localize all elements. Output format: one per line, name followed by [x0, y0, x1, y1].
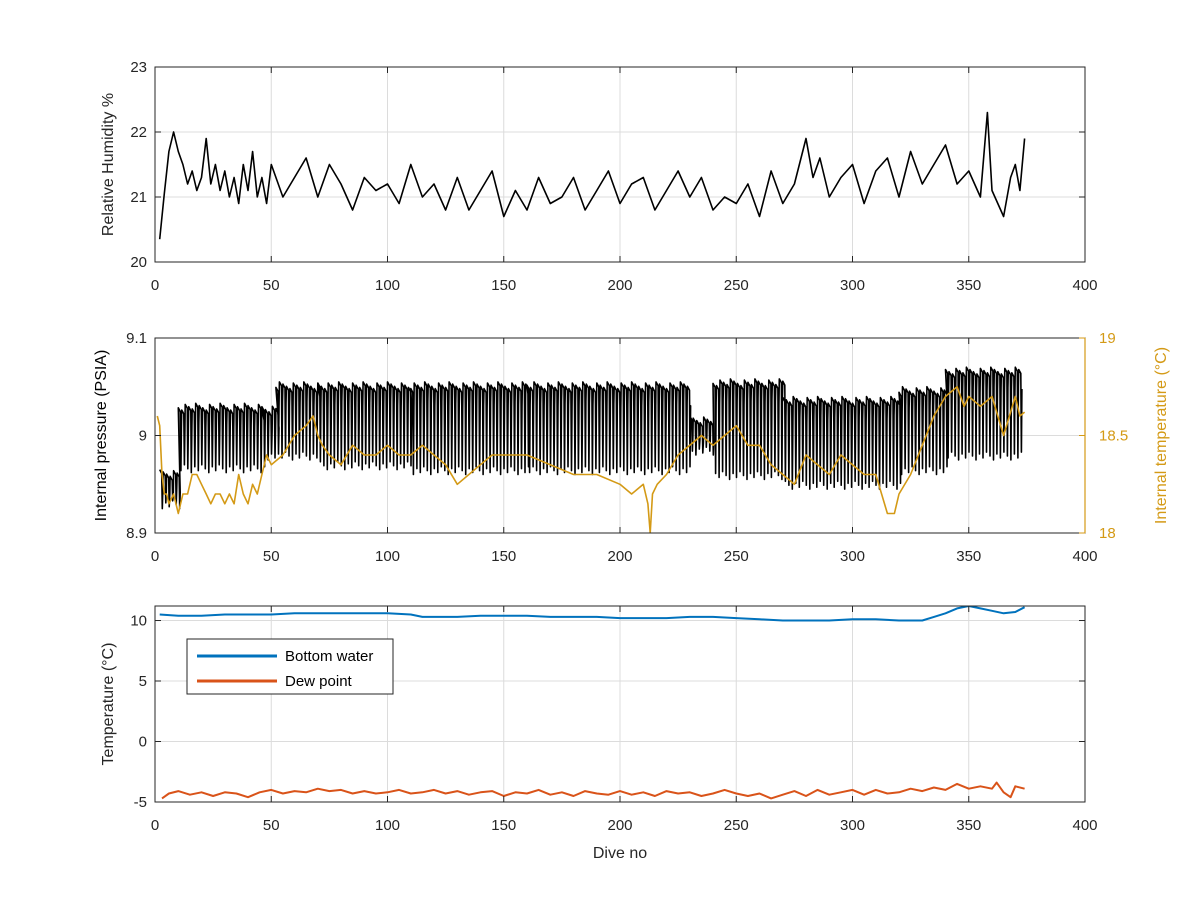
- x-tick-label: 50: [263, 277, 280, 294]
- y-right-tick-label: 18: [1099, 525, 1116, 542]
- x-tick-label: 300: [840, 548, 865, 565]
- y-tick-label: 23: [130, 59, 147, 76]
- y-tick-label: 10: [130, 613, 147, 630]
- y-right-tick-label: 18.5: [1099, 428, 1128, 445]
- chart-panel-3: 0 50 100 150 200 250 300 350 400-50510Temperatur…: [100, 605, 1098, 862]
- x-tick-label: 250: [724, 548, 749, 565]
- y-tick-label: 5: [139, 673, 147, 690]
- y-tick-label: 0: [139, 734, 147, 751]
- y-tick-label: 9.1: [126, 330, 147, 347]
- x-tick-label: 100: [375, 548, 400, 565]
- series-line-series-1: [158, 111, 1026, 240]
- x-tick-label: 0: [151, 548, 159, 565]
- x-tick-label: 250: [724, 817, 749, 834]
- chart-panel-2: 0 50 100 150 200 250 300 350 400 8.9 9 9.1 18 18.5 19 I…: [93, 330, 1170, 565]
- y-axis-label: Temperature (°C): [100, 643, 117, 766]
- series-line-series-1: [158, 366, 1023, 510]
- series-line-dew-point: [161, 781, 1025, 800]
- y-tick-label: 9: [139, 428, 147, 445]
- legend-label-dew-point: Dew point: [285, 673, 353, 690]
- y-tick-label: 8.9: [126, 525, 147, 542]
- series-line-series-2: [156, 386, 1026, 533]
- x-tick-label: 400: [1072, 548, 1097, 565]
- x-tick-label: 400: [1072, 277, 1097, 294]
- x-tick-label: 300: [840, 277, 865, 294]
- y-tick-label: 20: [130, 254, 147, 271]
- x-tick-label: 0: [151, 277, 159, 294]
- x-axis-label: Dive no: [593, 845, 647, 862]
- chart-panel-1: 0 50 100 150 200 250 300 350 400 20 21 22 23 Relative…: [100, 59, 1098, 294]
- x-tick-label: 100: [375, 277, 400, 294]
- y-tick-label: 21: [130, 189, 147, 206]
- x-tick-label: 0: [151, 817, 159, 834]
- x-tick-label: 150: [491, 277, 516, 294]
- x-tick-label: 250: [724, 277, 749, 294]
- x-tick-label: 350: [956, 817, 981, 834]
- x-tick-label: 200: [607, 817, 632, 834]
- y-axis-label-right: Internal temperature (°C): [1153, 347, 1170, 524]
- x-tick-label: 50: [263, 548, 280, 565]
- x-tick-label: 200: [607, 277, 632, 294]
- y-axis-label: Internal pressure (PSIA): [93, 350, 110, 522]
- y-right-tick-label: 19: [1099, 330, 1116, 347]
- legend: Bottom water Dew point: [186, 638, 394, 695]
- legend-box: [186, 638, 394, 695]
- legend-label-bottom-water: Bottom water: [285, 648, 373, 665]
- y-tick-label: 22: [130, 124, 147, 141]
- x-tick-label: 200: [607, 548, 632, 565]
- x-tick-label: 150: [491, 548, 516, 565]
- x-tick-label: 100: [375, 817, 400, 834]
- x-tick-label: 350: [956, 548, 981, 565]
- y-axis-label: Relative Humidity %: [100, 93, 117, 236]
- x-tick-label: 150: [491, 817, 516, 834]
- data-layer: [158, 111, 1026, 240]
- data-layer: [156, 366, 1026, 533]
- x-tick-label: 400: [1072, 817, 1097, 834]
- x-tick-label: 50: [263, 817, 280, 834]
- data-layer: [159, 606, 1026, 800]
- y-tick-label: -5: [134, 794, 147, 811]
- x-tick-label: 300: [840, 817, 865, 834]
- x-tick-label: 350: [956, 277, 981, 294]
- series-line-bottom-water: [159, 606, 1026, 622]
